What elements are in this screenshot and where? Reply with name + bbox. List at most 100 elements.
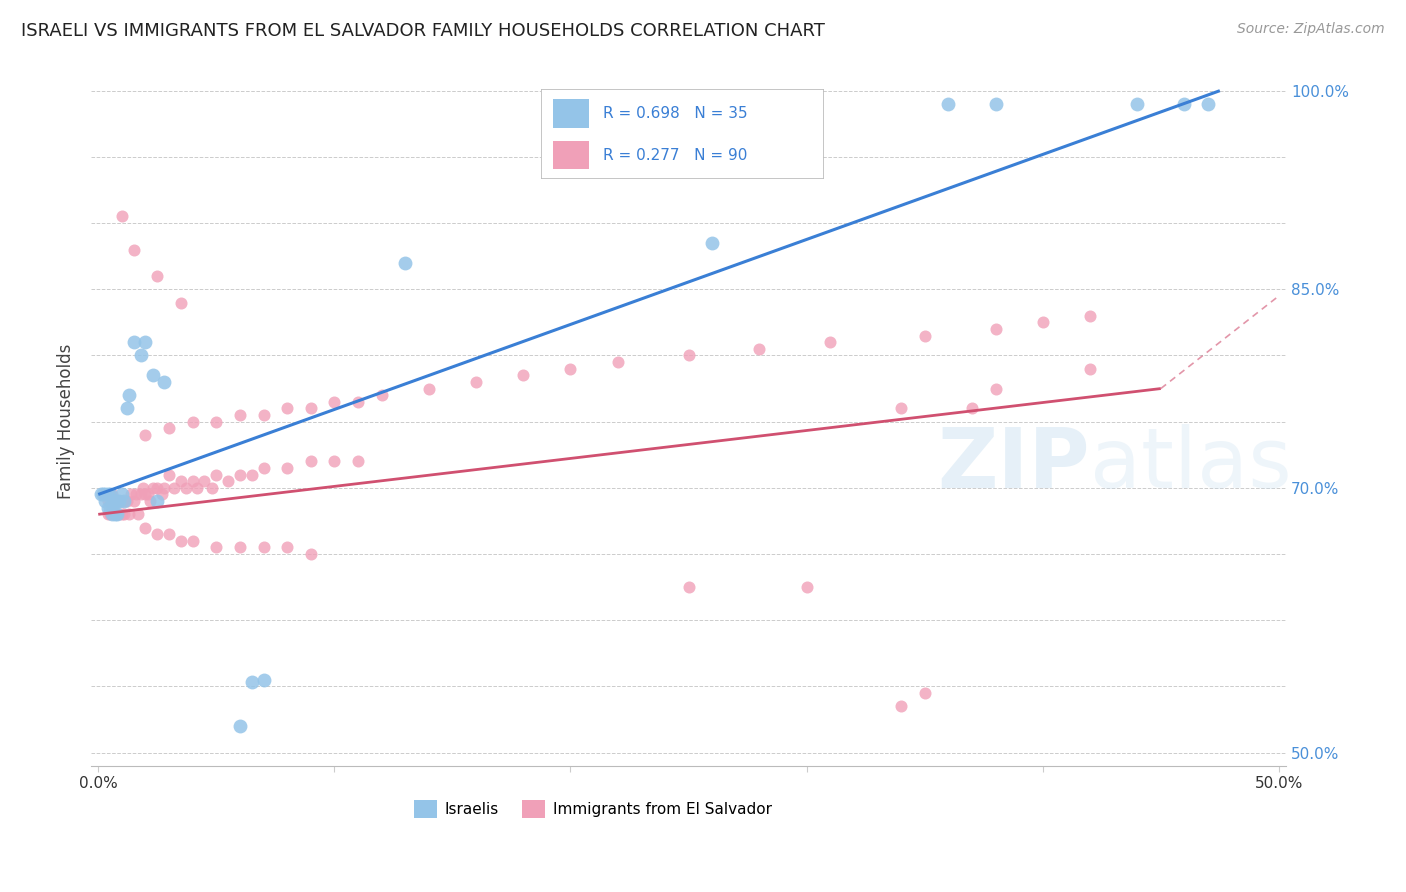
Point (418, 382, 440, 396)
Text: atlas: atlas (1090, 424, 1292, 505)
Point (146, 481, 169, 495)
Point (150, 487, 173, 501)
Point (229, 541, 252, 555)
Point (276, 541, 298, 555)
Point (153, 375, 176, 389)
Point (97, 508, 120, 522)
Point (122, 335, 145, 350)
Point (252, 541, 274, 555)
Point (205, 415, 228, 429)
Point (181, 415, 204, 429)
Point (1126, 97, 1149, 112)
Point (104, 508, 127, 522)
Point (252, 673, 274, 687)
Point (1078, 309, 1101, 323)
Point (914, 686, 936, 700)
Point (163, 481, 186, 495)
Point (129, 348, 152, 362)
Point (115, 401, 138, 416)
Point (205, 467, 228, 482)
Point (890, 699, 912, 714)
Bar (553, 141, 589, 169)
Point (960, 401, 983, 416)
Point (111, 494, 134, 508)
Point (984, 322, 1007, 336)
Point (108, 494, 131, 508)
Point (229, 408, 252, 422)
Point (702, 235, 724, 250)
Point (101, 508, 124, 522)
Text: Source: ZipAtlas.com: Source: ZipAtlas.com (1237, 22, 1385, 37)
Point (112, 494, 135, 508)
Point (984, 97, 1007, 112)
Point (200, 481, 222, 495)
Point (1173, 97, 1195, 112)
Point (370, 388, 392, 402)
Point (98, 487, 121, 501)
Point (98, 487, 121, 501)
Point (94, 487, 117, 501)
Point (90, 487, 112, 501)
Bar (553, 99, 589, 128)
Point (134, 428, 156, 442)
Point (465, 375, 488, 389)
Point (299, 547, 322, 561)
Point (936, 97, 959, 112)
Point (104, 508, 127, 522)
Point (678, 348, 700, 362)
Point (97, 494, 120, 508)
Point (323, 394, 346, 409)
Text: ISRAELI VS IMMIGRANTS FROM EL SALVADOR FAMILY HOUSEHOLDS CORRELATION CHART: ISRAELI VS IMMIGRANTS FROM EL SALVADOR F… (21, 22, 825, 40)
Point (98, 508, 121, 522)
Point (105, 508, 128, 522)
Point (111, 508, 134, 522)
Text: R = 0.277   N = 90: R = 0.277 N = 90 (603, 148, 748, 162)
Point (112, 494, 135, 508)
Point (181, 474, 204, 488)
Point (98, 500, 121, 515)
Point (104, 494, 127, 508)
Point (108, 494, 131, 508)
Point (118, 388, 141, 402)
Point (141, 481, 163, 495)
Point (252, 461, 274, 475)
Point (94, 487, 117, 501)
Point (111, 487, 134, 501)
Point (170, 295, 193, 310)
Point (101, 500, 124, 515)
Text: ZIP: ZIP (938, 424, 1090, 505)
Point (205, 541, 228, 555)
Point (129, 487, 152, 501)
Point (914, 328, 936, 343)
Point (229, 467, 252, 482)
Point (157, 421, 180, 435)
Point (122, 243, 145, 257)
Legend: Israelis, Immigrants from El Salvador: Israelis, Immigrants from El Salvador (408, 794, 778, 823)
Point (118, 508, 141, 522)
Point (240, 675, 263, 690)
Point (157, 467, 180, 482)
Point (105, 508, 128, 522)
Point (97, 500, 120, 515)
Point (105, 494, 128, 508)
Point (276, 401, 298, 416)
Point (134, 335, 156, 350)
Point (1078, 361, 1101, 376)
Point (97, 487, 120, 501)
Point (229, 719, 252, 733)
Point (252, 408, 274, 422)
Point (217, 474, 239, 488)
Point (115, 494, 138, 508)
Point (186, 481, 208, 495)
Point (323, 454, 346, 468)
Y-axis label: Family Households: Family Households (58, 344, 75, 500)
Point (347, 394, 370, 409)
Point (146, 268, 169, 283)
Point (122, 494, 145, 508)
Point (1032, 315, 1054, 329)
Point (347, 454, 370, 468)
Point (132, 481, 155, 495)
Point (139, 494, 162, 508)
Point (91, 487, 114, 501)
Point (141, 368, 163, 383)
